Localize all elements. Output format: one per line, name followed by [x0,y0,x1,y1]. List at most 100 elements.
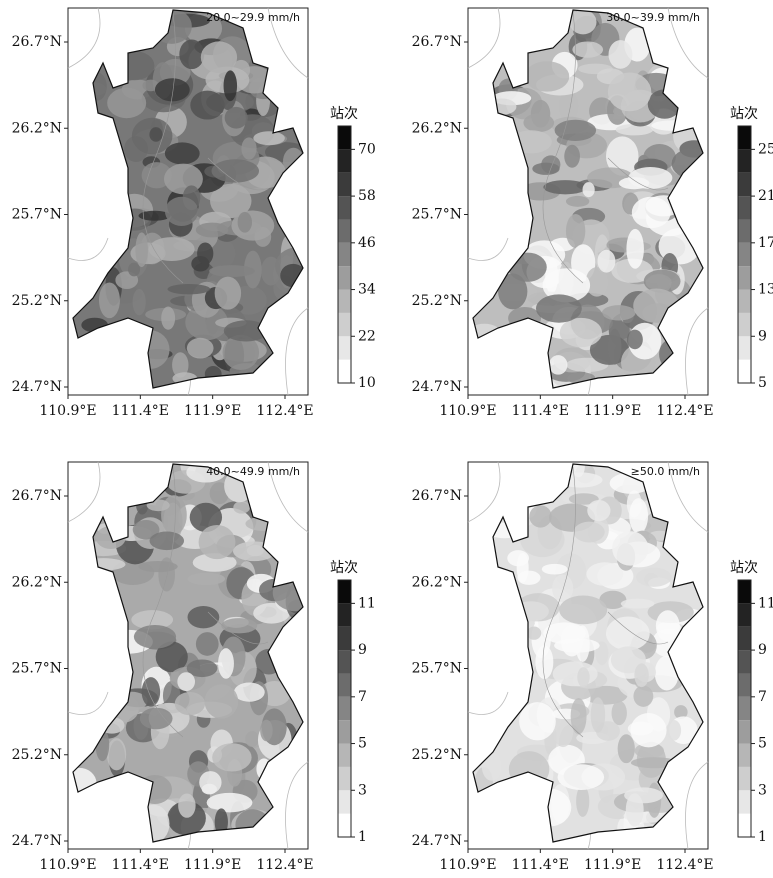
map-panel: 20.0~29.9 mm/h 26.7°N 26.2°N 25.7°N 25.2°N 24… [12,7,376,419]
colorbar-band [738,266,751,290]
contour-blob [674,705,688,720]
lon-tick-label: 111.9°E [184,403,241,419]
colorbar-tick-label: 34 [358,282,376,298]
contour-blob [587,499,611,522]
contour-blob [628,167,673,189]
lat-tick-label: 24.7°N [412,833,462,849]
colorbar-frame [737,579,752,838]
contour-blob [138,560,178,573]
lon-tick-label: 110.9°E [39,857,96,873]
lon-tick-label: 110.9°E [439,857,496,873]
contour-blob [135,232,148,268]
colorbar-tick-label: 5 [758,736,767,752]
contour-blob [576,785,590,817]
contour-field [73,10,303,388]
colorbar-frame [337,579,352,838]
boundary [467,461,709,850]
colorbar-band [338,720,351,744]
contour-blob [98,282,120,319]
colorbar-band [338,336,351,360]
colorbar-tick-label: 1 [758,829,767,845]
contour-blob [128,262,141,277]
contour-blob [552,661,598,687]
contour-blob [161,306,176,330]
lat-tick-label: 25.7°N [12,661,62,677]
contour-blob [597,249,616,273]
contour-blob [185,304,228,341]
contour-blob [204,684,239,719]
lon-tick-label: 112.4°E [656,857,713,873]
colorbar-band [738,696,751,721]
contour-blob [655,610,680,642]
colorbar-band [338,626,351,651]
inner-boundary [142,12,269,284]
contour-blob [148,237,195,262]
contour-blob [498,273,528,310]
lat-tick-label: 24.7°N [412,379,462,395]
contour-blob [585,267,609,297]
colorbar-band [738,289,751,313]
lon-tick-label: 110.9°E [439,403,496,419]
colorbar-label: 站次 [330,106,358,122]
contour-blob [211,159,259,183]
boundary [467,7,709,396]
contour-blob [200,41,238,74]
lon-tick-label: 112.4°E [256,857,313,873]
region-outline [72,463,304,843]
colorbar-band [338,312,351,337]
contour-blob [611,700,627,726]
region-outline [472,9,704,389]
colorbar-tick-label: 25 [758,141,773,157]
colorbar-band [338,673,351,697]
colorbar-band [338,359,351,383]
contour-blob [542,268,591,303]
colorbar-tick-label: 3 [758,782,767,798]
colorbar-band [738,126,751,150]
colorbar-band [738,312,751,337]
contour-blob [190,90,225,120]
colorbar-band [738,626,751,651]
contour-blob [572,41,604,58]
colorbar-band [738,650,751,674]
contour-blob [172,352,189,378]
contour-blob [634,663,649,688]
contour-blob [577,667,590,688]
lon-tick-label: 112.4°E [656,403,713,419]
contour-blob [224,106,248,129]
contour-blob [541,563,568,575]
contour-blob [214,276,242,310]
lon-tick-label: 111.9°E [584,857,641,873]
contour-field [73,464,303,842]
contour-blob [582,182,595,198]
contour-blob [167,283,211,295]
contour-blob [607,72,652,112]
contour-blob [212,743,252,772]
colorbar-band [338,743,351,767]
contour-blob [154,78,190,102]
colorbar-band [338,126,351,150]
colorbar-tick-label: 13 [758,282,773,298]
colorbar-band [338,149,351,173]
lat-tick-label: 25.7°N [412,661,462,677]
contour-blob [570,698,587,735]
colorbar-tick-label: 22 [358,328,376,344]
colorbar-tick-label: 70 [358,141,376,157]
contour-blob [633,685,654,707]
colorbar-frame [737,125,752,384]
lat-tick-label: 25.7°N [12,207,62,223]
colorbar-tick-label: 7 [758,689,767,705]
colorbar-tick-label: 11 [758,595,773,611]
contour-blob [559,317,603,348]
contour-blob [253,131,285,146]
colorbar-band [338,580,351,604]
contour-blob [141,162,172,189]
colorbar-tick-label: 7 [358,689,367,705]
colorbar-label: 站次 [730,106,758,122]
contour-blob [643,269,681,293]
colorbar-label: 站次 [330,560,358,576]
colorbar-band [338,266,351,290]
colorbar-tick-label: 58 [358,188,376,204]
map-panel: 30.0~39.9 mm/h 26.7°N 26.2°N 25.7°N 25.2°N 24… [412,7,773,419]
colorbar-tick-label: 46 [358,235,376,251]
